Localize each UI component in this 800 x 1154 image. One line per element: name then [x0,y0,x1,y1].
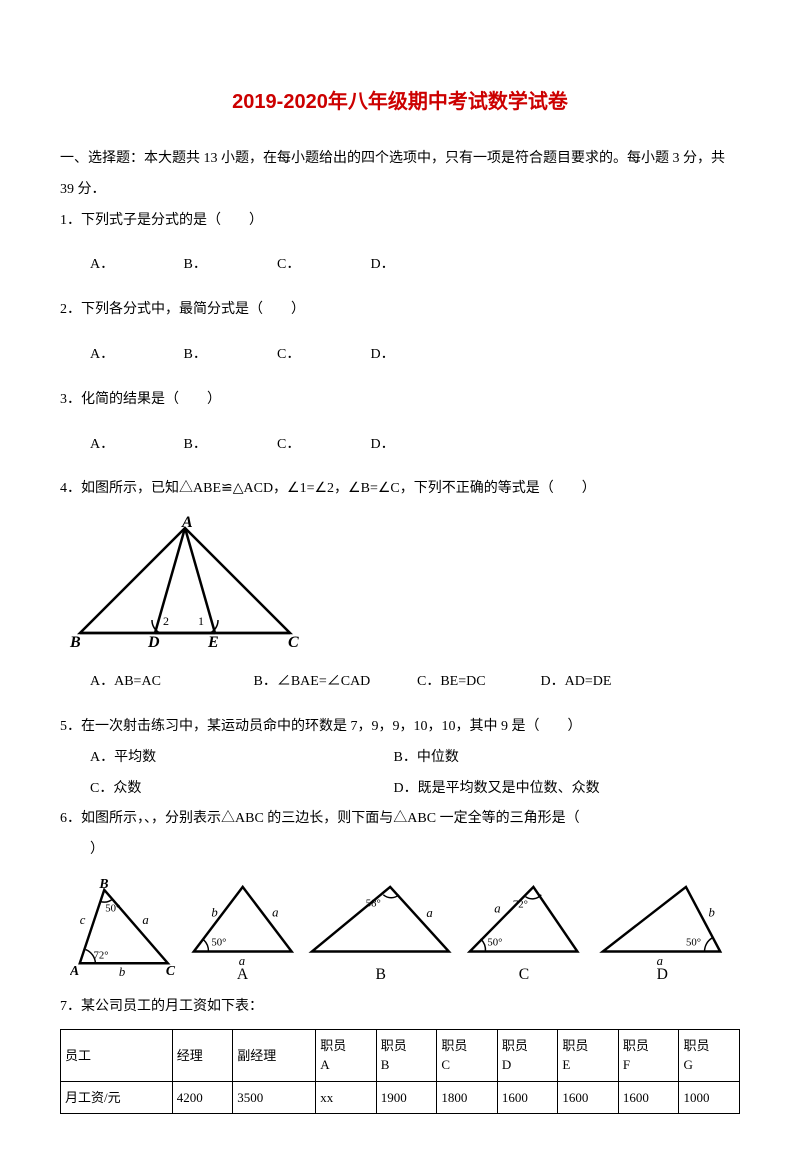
q6-text-line2: ） [60,835,740,866]
cell-header-4: 职员 B [376,1029,437,1081]
cell-header-7: 职员 E [558,1029,619,1081]
cell-r2-5: 1800 [437,1081,498,1114]
angle-1: 1 [198,614,204,628]
q4-opt-d: D．AD=DE [541,667,701,698]
q1-opt-c: C． [277,250,367,281]
q5-options-row1: A．平均数 B．中位数 [60,743,740,774]
q3-options: A． B． C． D． [60,430,740,461]
cell-r2-2: 3500 [233,1081,316,1114]
svg-text:72°: 72° [513,898,528,910]
svg-text:50°: 50° [105,902,120,914]
q3-text: 3．化简的结果是（ ） [60,385,740,416]
cell-r2-0: 月工资/元 [61,1081,173,1114]
q5-options-row2: C．众数 D．既是平均数又是中位数、众数 [60,774,740,805]
angle-2: 2 [163,614,169,628]
q3-opt-a: A． [90,430,180,461]
cell-r2-9: 1000 [679,1081,740,1114]
svg-text:B: B [376,966,386,983]
q2-opt-d: D． [371,340,461,371]
q2-opt-a: A． [90,340,180,371]
cell-header-8: 职员 F [618,1029,679,1081]
q1-opt-b: B． [184,250,274,281]
svg-text:D: D [657,966,668,983]
svg-text:b: b [211,905,217,919]
svg-text:B: B [98,876,108,891]
q4-opt-b: B．∠BAE=∠CAD [254,667,414,698]
cell-r2-8: 1600 [618,1081,679,1114]
q1-text: 1．下列式子是分式的是（ ） [60,206,740,237]
cell-header-2: 副经理 [233,1029,316,1081]
q2-opt-c: C． [277,340,367,371]
svg-text:b: b [708,905,714,919]
svg-text:50°: 50° [686,937,701,949]
table-row: 员工 经理 副经理 职员 A 职员 B 职员 C 职员 D 职员 E 职员 F … [61,1029,740,1081]
q4-opt-c: C．BE=DC [417,667,537,698]
svg-text:c: c [80,913,86,927]
vertex-a: A [181,514,193,531]
svg-text:a: a [426,906,432,920]
svg-text:58°: 58° [366,897,381,909]
q6-text-line1: 6．如图所示，、，分别表示△ABC 的三边长，则下面与△ABC 一定全等的三角形… [60,804,740,835]
cell-r2-3: xx [316,1081,377,1114]
exam-title: 2019-2020年八年级期中考试数学试卷 [60,80,740,124]
q1-opt-a: A． [90,250,180,281]
cell-r2-6: 1600 [497,1081,558,1114]
q5-text: 5．在一次射击练习中，某运动员命中的环数是 7，9，9，10，10，其中 9 是… [60,712,740,743]
q2-text: 2．下列各分式中，最简分式是（ ） [60,295,740,326]
section-instruction: 一、选择题：本大题共 13 小题，在每小题给出的四个选项中，只有一项是符合题目要… [60,144,740,206]
ref-triangle-icon: B A C c a b 50° 72° [70,874,178,984]
q3-opt-c: C． [277,430,367,461]
vertex-c: C [288,634,299,651]
q4-figure: A B C D E 2 1 [60,513,740,653]
opt-c-triangle-icon: 72° 50° a C [460,874,587,984]
q3-opt-d: D． [371,430,461,461]
q4-opt-a: A．AB=AC [90,667,250,698]
q5-opt-c: C．众数 [90,774,390,805]
q1-options: A． B． C． D． [60,250,740,281]
opt-d-triangle-icon: 50° b a D [593,874,730,984]
opt-b-triangle-icon: 58° a B [307,874,454,984]
svg-text:a: a [272,905,278,919]
svg-text:a: a [142,913,148,927]
cell-r2-1: 4200 [172,1081,233,1114]
q5-opt-d: D．既是平均数又是中位数、众数 [394,774,600,805]
q7-text: 7．某公司员工的月工资如下表： [60,992,740,1023]
cell-r2-4: 1900 [376,1081,437,1114]
vertex-b: B [69,634,81,651]
svg-text:A: A [236,966,248,983]
salary-table: 员工 经理 副经理 职员 A 职员 B 职员 C 职员 D 职员 E 职员 F … [60,1029,740,1115]
q3-opt-b: B． [184,430,274,461]
cell-header-1: 经理 [172,1029,233,1081]
exam-page: 2019-2020年八年级期中考试数学试卷 一、选择题：本大题共 13 小题，在… [0,0,800,1154]
cell-header-6: 职员 D [497,1029,558,1081]
q2-options: A． B． C． D． [60,340,740,371]
cell-header-3: 职员 A [316,1029,377,1081]
q5-opt-b: B．中位数 [394,743,459,774]
svg-text:a: a [494,901,500,915]
svg-text:72°: 72° [93,949,108,961]
cell-header-0: 员工 [61,1029,173,1081]
svg-text:50°: 50° [211,937,226,949]
q6-figures: B A C c a b 50° 72° 50° a b a A 58° a B [60,866,740,992]
q4-options: A．AB=AC B．∠BAE=∠CAD C．BE=DC D．AD=DE [60,667,740,698]
svg-text:C: C [519,966,529,983]
q2-opt-b: B． [184,340,274,371]
vertex-d: D [147,634,160,651]
svg-text:b: b [119,965,125,979]
q4-text: 4．如图所示，已知△ABE≌△ACD，∠1=∠2，∠B=∠C，下列不正确的等式是… [60,474,740,505]
cell-header-9: 职员 G [679,1029,740,1081]
svg-text:C: C [166,963,176,978]
svg-text:50°: 50° [487,937,502,949]
vertex-e: E [207,634,219,651]
q5-opt-a: A．平均数 [90,743,390,774]
triangle-abe-acd-icon: A B C D E 2 1 [60,513,310,653]
svg-text:A: A [70,963,79,978]
q1-opt-d: D． [371,250,461,281]
opt-a-triangle-icon: 50° a b a A [184,874,301,984]
cell-header-5: 职员 C [437,1029,498,1081]
table-row: 月工资/元 4200 3500 xx 1900 1800 1600 1600 1… [61,1081,740,1114]
cell-r2-7: 1600 [558,1081,619,1114]
